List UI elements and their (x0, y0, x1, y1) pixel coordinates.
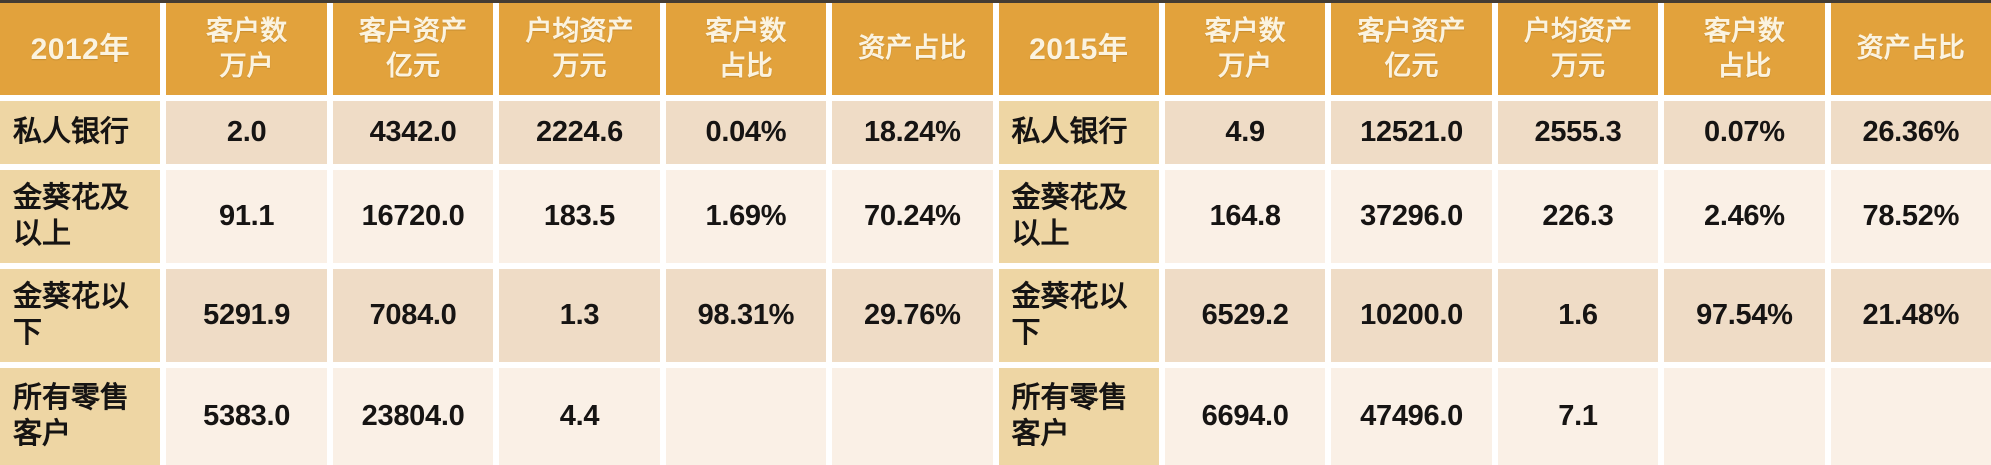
table-cell: 37296.0 (1331, 170, 1492, 263)
column-header: 客户资产 亿元 (332, 3, 494, 95)
table-cell: 7084.0 (332, 269, 494, 362)
column-header: 客户数 占比 (665, 3, 827, 95)
row-label: 金葵花及 以上 (0, 170, 161, 263)
top-edge-strip (0, 0, 1991, 3)
table-cell: 12521.0 (1331, 101, 1492, 164)
table-cell: 23804.0 (332, 368, 494, 465)
table-cell: 2.46% (1664, 170, 1825, 263)
table-cell: 2555.3 (1497, 101, 1659, 164)
table-cell: 70.24% (832, 170, 993, 263)
table-cell: 0.04% (665, 101, 827, 164)
table-cell: 1.3 (499, 269, 660, 362)
table-cell: 47496.0 (1331, 368, 1492, 465)
table-cell (1664, 368, 1825, 465)
row-label: 所有零售 客户 (998, 368, 1159, 465)
column-header: 户均资产 万元 (1497, 3, 1659, 95)
column-header: 资产占比 (832, 3, 993, 95)
column-header: 客户数 占比 (1664, 3, 1825, 95)
table-cell: 10200.0 (1331, 269, 1492, 362)
table-cell: 5291.9 (166, 269, 327, 362)
table-cell: 26.36% (1830, 101, 1991, 164)
table-cell: 2.0 (166, 101, 327, 164)
table-cell: 2224.6 (499, 101, 660, 164)
table-cell: 183.5 (499, 170, 660, 263)
table-cell: 6694.0 (1164, 368, 1326, 465)
row-label: 金葵花及 以上 (998, 170, 1159, 263)
customer-assets-comparison-table: 2012年 客户数 万户 客户资产 亿元 户均资产 万元 客户数 占比 资产占比 2015年… (0, 3, 1991, 465)
table-cell: 164.8 (1164, 170, 1326, 263)
table-cell: 5383.0 (166, 368, 327, 465)
table-cell: 78.52% (1830, 170, 1991, 263)
row-label: 金葵花以 下 (998, 269, 1159, 362)
column-header: 客户数 万户 (1164, 3, 1326, 95)
table-cell: 1.69% (665, 170, 827, 263)
table-cell: 98.31% (665, 269, 827, 362)
table-cell (1830, 368, 1991, 465)
row-label: 私人银行 (0, 101, 161, 164)
table-cell: 7.1 (1497, 368, 1659, 465)
year-header-2015: 2015年 (998, 3, 1159, 95)
column-header: 资产占比 (1830, 3, 1991, 95)
table-cell: 6529.2 (1164, 269, 1326, 362)
table-cell: 21.48% (1830, 269, 1991, 362)
table-cell: 4.4 (499, 368, 660, 465)
table-cell: 91.1 (166, 170, 327, 263)
table-cell: 226.3 (1497, 170, 1659, 263)
row-label: 私人银行 (998, 101, 1159, 164)
table-cell: 29.76% (832, 269, 993, 362)
table-cell: 16720.0 (332, 170, 494, 263)
table-cell: 0.07% (1664, 101, 1825, 164)
column-header: 客户资产 亿元 (1331, 3, 1492, 95)
table-cell (832, 368, 993, 465)
table-cell: 4342.0 (332, 101, 494, 164)
row-label: 金葵花以 下 (0, 269, 161, 362)
row-label: 所有零售 客户 (0, 368, 161, 465)
year-header-2012: 2012年 (0, 3, 161, 95)
table-cell: 1.6 (1497, 269, 1659, 362)
column-header: 户均资产 万元 (499, 3, 660, 95)
table-cell (665, 368, 827, 465)
column-header: 客户数 万户 (166, 3, 327, 95)
table-cell: 4.9 (1164, 101, 1326, 164)
table-cell: 18.24% (832, 101, 993, 164)
table-cell: 97.54% (1664, 269, 1825, 362)
